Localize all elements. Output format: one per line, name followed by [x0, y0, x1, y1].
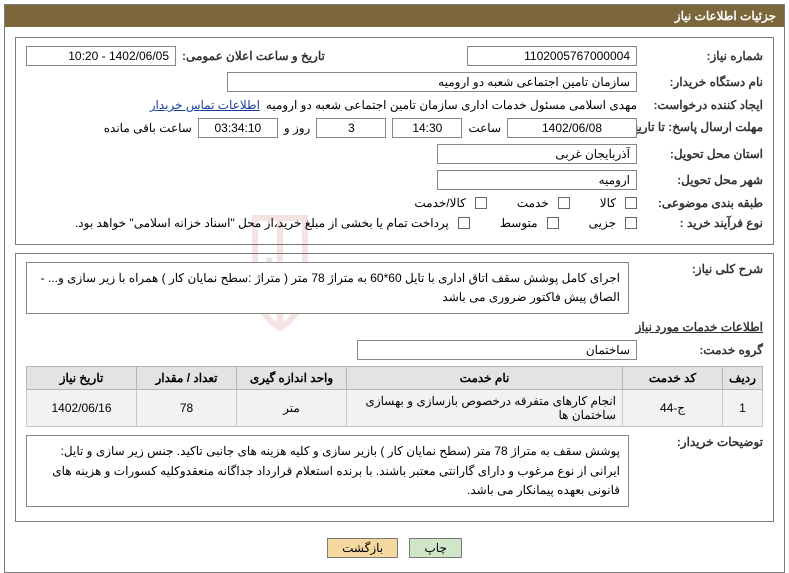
- time-label: ساعت: [468, 121, 501, 135]
- cell-unit: متر: [237, 390, 347, 427]
- table-row: 1 ج-44 انجام کارهای متفرقه درخصوص بازساز…: [27, 390, 763, 427]
- th-name: نام خدمت: [347, 367, 623, 390]
- service-info-label: اطلاعات خدمات مورد نیاز: [636, 320, 763, 334]
- table-header-row: ردیف کد خدمت نام خدمت واحد اندازه گیری ت…: [27, 367, 763, 390]
- need-number-label: شماره نیاز:: [643, 49, 763, 63]
- th-qty: تعداد / مقدار: [137, 367, 237, 390]
- buyer-org-field: سازمان تامین اجتماعی شعبه دو ارومیه: [227, 72, 637, 92]
- main-container: جزئیات اطلاعات نیاز شماره نیاز: 11020057…: [4, 4, 785, 573]
- th-unit: واحد اندازه گیری: [237, 367, 347, 390]
- cell-date: 1402/06/16: [27, 390, 137, 427]
- remaining-label: ساعت باقی مانده: [104, 121, 192, 135]
- buyer-org-label: نام دستگاه خریدار:: [643, 75, 763, 89]
- opt-service: خدمت: [517, 196, 549, 210]
- cell-row: 1: [723, 390, 763, 427]
- general-desc-box: اجرای کامل پوشش سقف اتاق اداری با تایل 6…: [26, 262, 629, 314]
- countdown-field: 03:34:10: [198, 118, 278, 138]
- days-and-label: روز و: [284, 121, 311, 135]
- th-row: ردیف: [723, 367, 763, 390]
- checkbox-medium[interactable]: [547, 217, 559, 229]
- checkbox-goods-service[interactable]: [475, 197, 487, 209]
- title-bar: جزئیات اطلاعات نیاز: [5, 5, 784, 27]
- print-button[interactable]: چاپ: [409, 538, 461, 558]
- deadline-label: مهلت ارسال پاسخ: تا تاریخ:: [643, 120, 763, 136]
- checkbox-service[interactable]: [558, 197, 570, 209]
- city-label: شهر محل تحویل:: [643, 173, 763, 187]
- opt-goods-service: کالا/خدمت: [414, 196, 465, 210]
- service-group-label: گروه خدمت:: [643, 343, 763, 357]
- buyer-notes-label: توضیحات خریدار:: [643, 435, 763, 449]
- content-shell: شماره نیاز: 1102005767000004 تاریخ و ساع…: [5, 27, 784, 572]
- need-number-field: 1102005767000004: [467, 46, 637, 66]
- payment-note: پرداخت تمام یا بخشی از مبلغ خرید،از محل …: [75, 216, 449, 230]
- buyer-contact-link[interactable]: اطلاعات تماس خریدار: [150, 98, 260, 112]
- cell-qty: 78: [137, 390, 237, 427]
- checkbox-minor[interactable]: [625, 217, 637, 229]
- services-table: ردیف کد خدمت نام خدمت واحد اندازه گیری ت…: [26, 366, 763, 427]
- th-date: تاریخ نیاز: [27, 367, 137, 390]
- announce-label: تاریخ و ساعت اعلان عمومی:: [182, 49, 325, 63]
- subject-class-label: طبقه بندی موضوعی:: [643, 196, 763, 210]
- th-code: کد خدمت: [623, 367, 723, 390]
- days-count-field: 3: [316, 118, 386, 138]
- buy-process-label: نوع فرآیند خرید :: [643, 216, 763, 230]
- requester-label: ایجاد کننده درخواست:: [643, 98, 763, 112]
- service-group-field: ساختمان: [357, 340, 637, 360]
- deadline-date-field: 1402/06/08: [507, 118, 637, 138]
- panel-need-details: شرح کلی نیاز: اجرای کامل پوشش سقف اتاق ا…: [15, 253, 774, 522]
- announce-field: 1402/06/05 - 10:20: [26, 46, 176, 66]
- opt-goods: کالا: [600, 196, 616, 210]
- buyer-notes-box: پوشش سقف به متراژ 78 متر (سطح نمایان کار…: [26, 435, 629, 507]
- checkbox-payment[interactable]: [458, 217, 470, 229]
- opt-medium: متوسط: [500, 216, 538, 230]
- requester-value: مهدی اسلامی مسئول خدمات اداری سازمان تام…: [266, 98, 637, 112]
- deadline-time-field: 14:30: [392, 118, 462, 138]
- province-label: استان محل تحویل:: [643, 147, 763, 161]
- back-button[interactable]: بازگشت: [327, 538, 398, 558]
- button-row: چاپ بازگشت: [15, 530, 774, 562]
- panel-basic-info: شماره نیاز: 1102005767000004 تاریخ و ساع…: [15, 37, 774, 245]
- general-desc-label: شرح کلی نیاز:: [643, 262, 763, 276]
- page-title: جزئیات اطلاعات نیاز: [675, 9, 776, 23]
- checkbox-goods[interactable]: [625, 197, 637, 209]
- city-field: ارومیه: [437, 170, 637, 190]
- cell-name: انجام کارهای متفرقه درخصوص بازسازی و بهس…: [347, 390, 623, 427]
- cell-code: ج-44: [623, 390, 723, 427]
- opt-minor: جزیی: [589, 216, 616, 230]
- province-field: آذربایجان غربی: [437, 144, 637, 164]
